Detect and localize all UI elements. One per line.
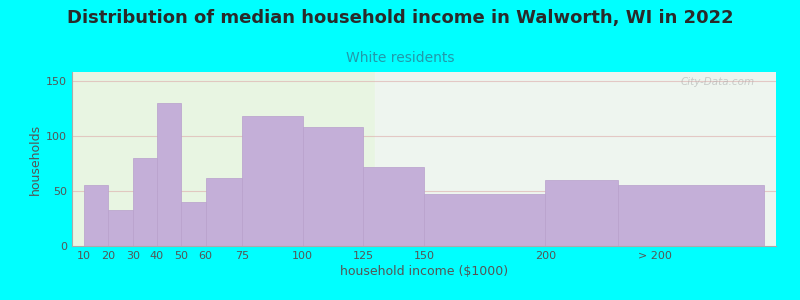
Text: White residents: White residents [346, 51, 454, 65]
Bar [109, 210, 133, 246]
Bar [242, 116, 302, 246]
Text: Distribution of median household income in Walworth, WI in 2022: Distribution of median household income … [66, 9, 734, 27]
Bar [84, 185, 109, 246]
Bar [157, 103, 182, 246]
Bar [182, 202, 206, 246]
Bar [363, 167, 424, 246]
Bar [618, 185, 764, 246]
Text: City-Data.com: City-Data.com [681, 77, 755, 87]
Bar [546, 180, 618, 246]
Bar [133, 158, 157, 246]
Bar [424, 194, 546, 246]
Y-axis label: households: households [29, 123, 42, 195]
X-axis label: household income ($1000): household income ($1000) [340, 265, 508, 278]
Bar [206, 178, 242, 246]
Bar [302, 127, 363, 246]
Bar [375, 72, 776, 246]
